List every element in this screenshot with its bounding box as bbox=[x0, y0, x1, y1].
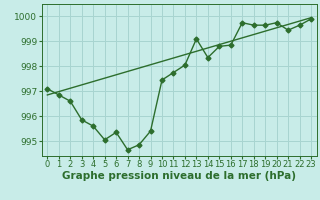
X-axis label: Graphe pression niveau de la mer (hPa): Graphe pression niveau de la mer (hPa) bbox=[62, 171, 296, 181]
